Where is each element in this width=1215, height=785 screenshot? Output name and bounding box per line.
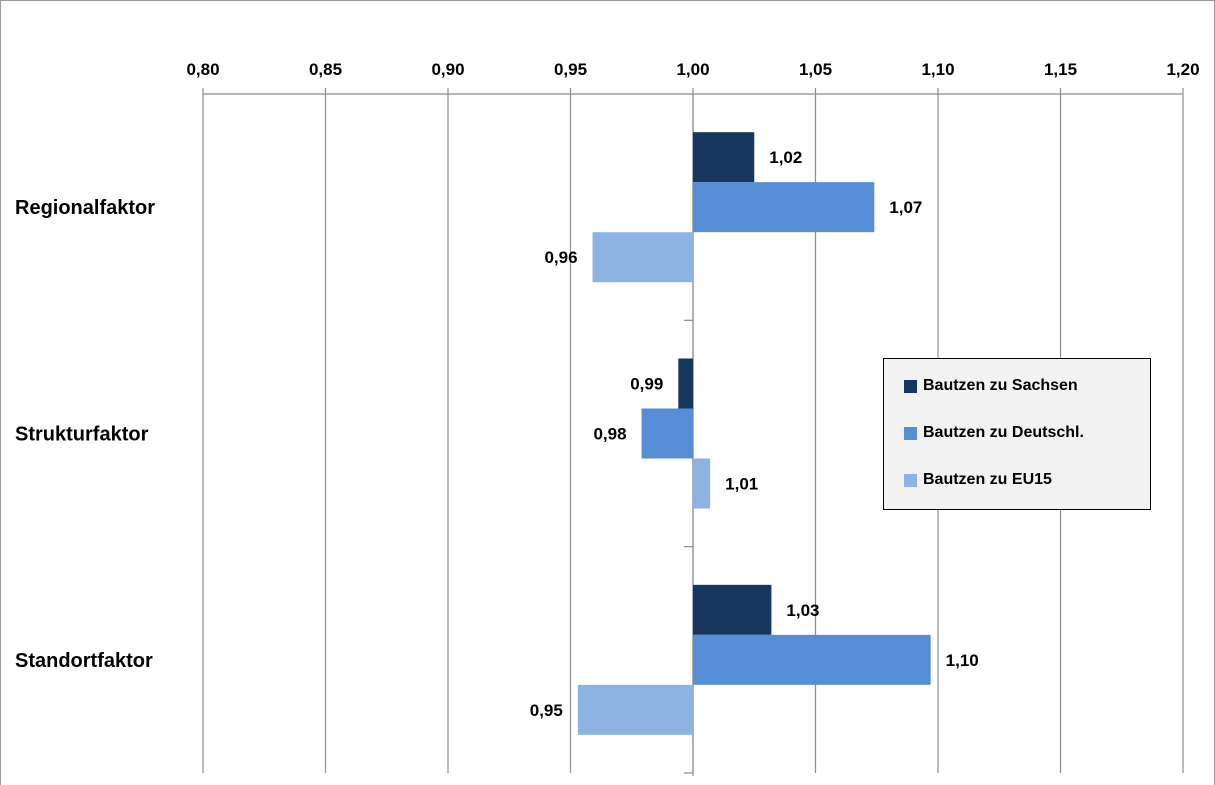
legend-label-sachsen: Bautzen zu Sachsen: [923, 377, 1078, 394]
data-label: 1,03: [786, 601, 819, 620]
data-label: 1,07: [889, 198, 922, 217]
bar: [577, 684, 693, 735]
category-label: Strukturfaktor: [15, 424, 149, 446]
x-tick-label: 1,15: [1044, 60, 1077, 79]
legend-item-deutschland: Bautzen zu Deutschl.: [904, 424, 1084, 442]
x-tick-label: 0,80: [186, 60, 219, 79]
bar: [678, 358, 693, 409]
x-tick-label: 0,90: [431, 60, 464, 79]
x-tick-label: 1,10: [921, 60, 954, 79]
x-tick-label: 0,85: [309, 60, 342, 79]
category-label: Standortfaktor: [15, 650, 153, 672]
data-label: 0,96: [544, 248, 577, 267]
data-label: 1,10: [946, 651, 979, 670]
legend-item-sachsen: Bautzen zu Sachsen: [904, 377, 1078, 395]
data-label: 1,01: [725, 475, 758, 494]
x-tick-label: 0,95: [554, 60, 587, 79]
bar: [693, 182, 875, 233]
bar: [592, 232, 693, 283]
legend-label-eu15: Bautzen zu EU15: [923, 471, 1052, 488]
x-tick-label: 1,05: [799, 60, 832, 79]
legend-item-eu15: Bautzen zu EU15: [904, 471, 1052, 489]
legend: Bautzen zu Sachsen Bautzen zu Deutschl. …: [883, 358, 1151, 510]
x-tick-label: 1,00: [676, 60, 709, 79]
legend-label-deutschland: Bautzen zu Deutschl.: [923, 424, 1084, 441]
legend-swatch-deutschland: [904, 426, 917, 440]
data-label: 1,02: [769, 148, 802, 167]
x-tick-label: 1,20: [1166, 60, 1199, 79]
legend-swatch-sachsen: [904, 379, 917, 393]
bar: [693, 458, 711, 509]
data-label: 0,95: [530, 701, 563, 720]
legend-swatch-eu15: [904, 473, 917, 487]
bar: [641, 408, 693, 459]
category-label: Regionalfaktor: [15, 197, 155, 219]
data-label: 0,98: [593, 425, 626, 444]
bar: [693, 634, 931, 685]
bar: [693, 584, 772, 635]
bar: [693, 132, 755, 183]
data-label: 0,99: [630, 375, 663, 394]
